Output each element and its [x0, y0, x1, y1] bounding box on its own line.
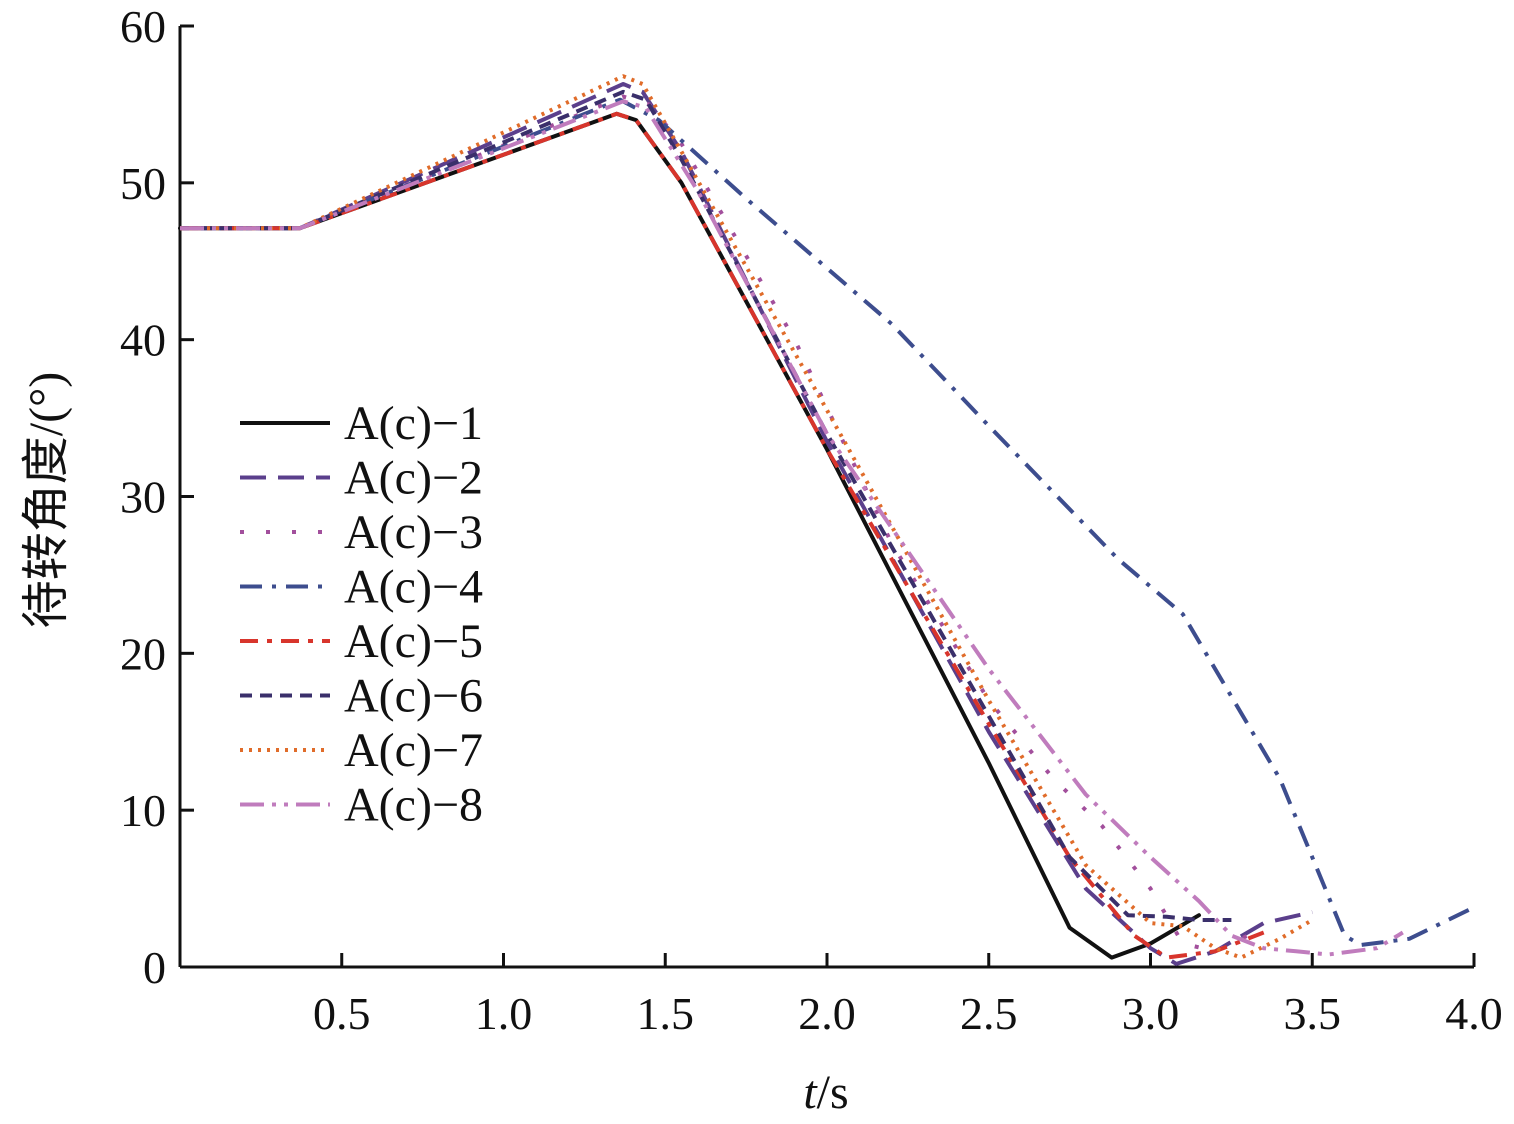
x-axis-title-unit: /s [817, 1066, 849, 1119]
series-line-1 [178, 111, 1201, 960]
series-line-4 [180, 97, 1475, 947]
x-tick-label: 2.5 [960, 988, 1018, 1039]
x-tick-label: 2.0 [798, 988, 856, 1039]
x-tick-label: 4.0 [1445, 988, 1503, 1039]
series-line-3 [180, 94, 1249, 954]
series-line-5 [180, 111, 1265, 960]
legend-label-1: A(c)−1 [344, 397, 483, 450]
x-tick-label: 1.5 [637, 988, 695, 1039]
x-tick-label: 3.5 [1284, 988, 1342, 1039]
x-axis-title: t/s [803, 1066, 848, 1119]
x-axis-title-var: t [803, 1066, 818, 1119]
legend-label-4: A(c)−4 [344, 561, 483, 614]
axes: 0 10 20 30 40 50 60 0.5 1.0 1.5 2.0 2.5 3.0 3.5 4.0 [120, 1, 1503, 1039]
y-tick-label: 50 [120, 158, 166, 209]
y-axis-title: 待转角度/(°) [20, 372, 73, 629]
y-tick-label: 40 [120, 315, 166, 366]
x-tick-label: 3.0 [1122, 988, 1180, 1039]
x-tick-label: 0.5 [313, 988, 371, 1039]
series-line-7 [180, 74, 1314, 960]
legend-label-7: A(c)−7 [344, 724, 483, 777]
legend-label-5: A(c)−5 [344, 615, 483, 668]
y-tick-label: 60 [120, 1, 166, 52]
legend-label-2: A(c)−2 [344, 452, 483, 505]
x-tick-label: 1.0 [475, 988, 533, 1039]
y-tick-label: 0 [143, 942, 166, 993]
series-line-6 [180, 89, 1232, 922]
legend-label-6: A(c)−6 [344, 670, 483, 723]
y-tick-label: 20 [120, 628, 166, 679]
series-line-8 [180, 99, 1404, 957]
y-tick-label: 10 [120, 785, 166, 836]
legend-label-3: A(c)−3 [344, 506, 483, 559]
series-lines [178, 74, 1475, 966]
legend: A(c)−1A(c)−2A(c)−3A(c)−4A(c)−5A(c)−6A(c)… [240, 397, 483, 832]
legend-label-8: A(c)−8 [344, 779, 483, 832]
y-tick-label: 30 [120, 472, 166, 523]
